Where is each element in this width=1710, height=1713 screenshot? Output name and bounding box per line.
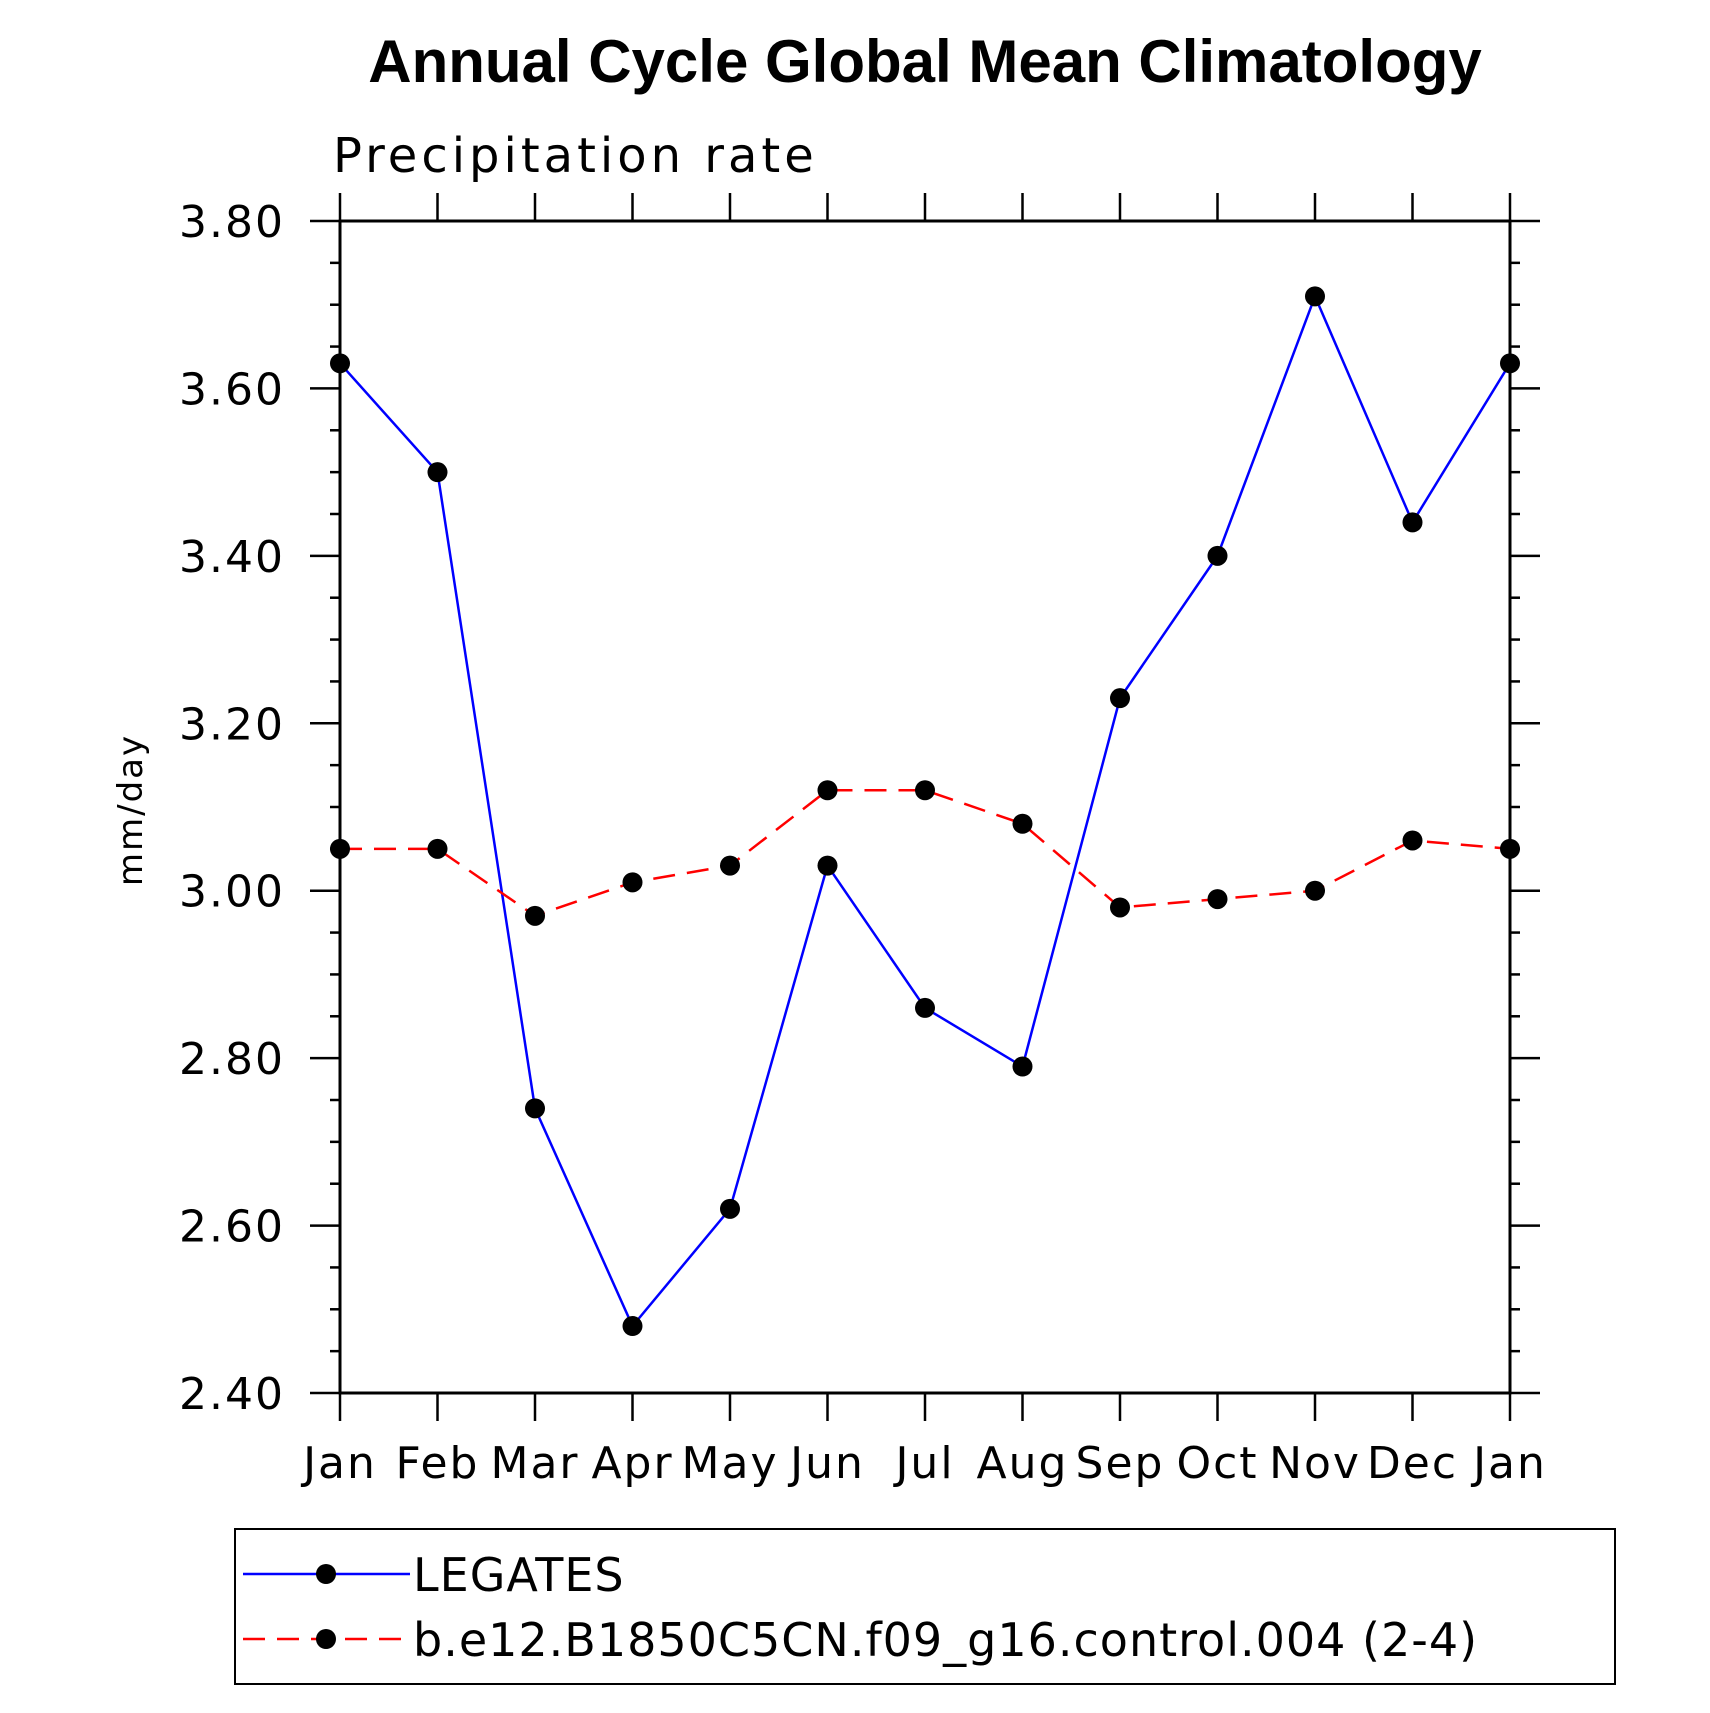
x-tick-label: Feb — [396, 1438, 480, 1489]
series-2-point — [427, 838, 448, 859]
series-1-point — [1402, 512, 1423, 533]
axis-ticks — [310, 193, 1540, 1421]
legend: LEGATES b.e12.B1850C5CN.f09_g16.control.0… — [234, 1528, 1616, 1685]
series-2-point — [1500, 838, 1520, 859]
series-1-point — [915, 997, 935, 1018]
x-tick-label: Aug — [977, 1438, 1069, 1489]
legend-items: LEGATES b.e12.B1850C5CN.f09_g16.control.0… — [243, 1548, 1478, 1667]
x-tick-label: Oct — [1176, 1438, 1258, 1489]
x-tick-label: Jun — [787, 1438, 865, 1489]
legend-label-2: b.e12.B1850C5CN.f09_g16.control.004 (2-4… — [413, 1613, 1478, 1667]
series-2-point — [525, 905, 545, 926]
y-tick-label: 2.80 — [179, 1034, 285, 1085]
series-2-point — [1012, 813, 1033, 834]
y-axis-label: mm/day — [111, 734, 151, 886]
y-tick-label: 3.80 — [179, 197, 285, 248]
legend-marker-1 — [316, 1564, 336, 1584]
x-tick-label: Apr — [591, 1438, 673, 1489]
series-1-point — [622, 1316, 643, 1337]
series-1-point — [1012, 1056, 1033, 1077]
x-tick-label: Jul — [892, 1438, 954, 1489]
series-2-point — [915, 780, 935, 801]
series-line-1 — [339, 293, 1512, 1329]
legend-label-1: LEGATES — [413, 1548, 625, 1602]
series-2-point — [1110, 897, 1130, 918]
y-tick-label: 3.40 — [179, 532, 285, 583]
series-2-point — [1305, 880, 1325, 901]
y-tick-label: 3.60 — [179, 364, 285, 415]
series-1-point — [525, 1098, 545, 1119]
series-1-point — [817, 855, 838, 876]
series-layer — [330, 286, 1520, 1337]
series-1-point — [1110, 688, 1130, 709]
plot-frame — [338, 219, 1512, 1395]
x-tick-label: Sep — [1076, 1438, 1165, 1489]
series-1-point — [330, 353, 350, 374]
chart-subtitle: Precipitation rate — [333, 128, 818, 184]
series-line-2 — [340, 789, 1511, 918]
series-1-point — [1500, 353, 1520, 374]
series-2-point — [720, 855, 740, 876]
series-1-point — [1207, 545, 1228, 566]
y-tick-label: 3.00 — [179, 867, 285, 918]
series-2-point — [1402, 830, 1423, 851]
x-tick-label: Mar — [490, 1438, 579, 1489]
x-tick-label: Nov — [1269, 1438, 1361, 1489]
series-2-point — [330, 838, 350, 859]
x-tick-label: Dec — [1367, 1438, 1458, 1489]
series-1-point — [427, 462, 448, 483]
legend-box — [234, 1528, 1616, 1685]
x-tick-label: May — [682, 1438, 779, 1489]
series-1-point — [720, 1198, 740, 1219]
x-tick-label: Jan — [1470, 1438, 1547, 1489]
legend-marker-2 — [316, 1629, 336, 1649]
x-tick-label: Jan — [300, 1438, 377, 1489]
series-1-point — [1305, 286, 1325, 307]
y-tick-label: 2.40 — [179, 1369, 285, 1420]
series-2-point — [817, 780, 838, 801]
x-tick-labels: Jan Feb Mar Apr May Jun Jul Aug Sep Oct Nov Dec Jan — [300, 1438, 1547, 1489]
y-tick-label: 2.60 — [179, 1202, 285, 1253]
y-tick-label: 3.20 — [179, 699, 285, 750]
series-2-point — [1207, 889, 1228, 910]
y-tick-labels: 2.40 2.60 2.80 3.00 3.20 3.40 3.60 3.80 — [179, 197, 285, 1420]
series-2-point — [622, 872, 643, 893]
chart-title: Annual Cycle Global Mean Climatology — [368, 28, 1482, 95]
